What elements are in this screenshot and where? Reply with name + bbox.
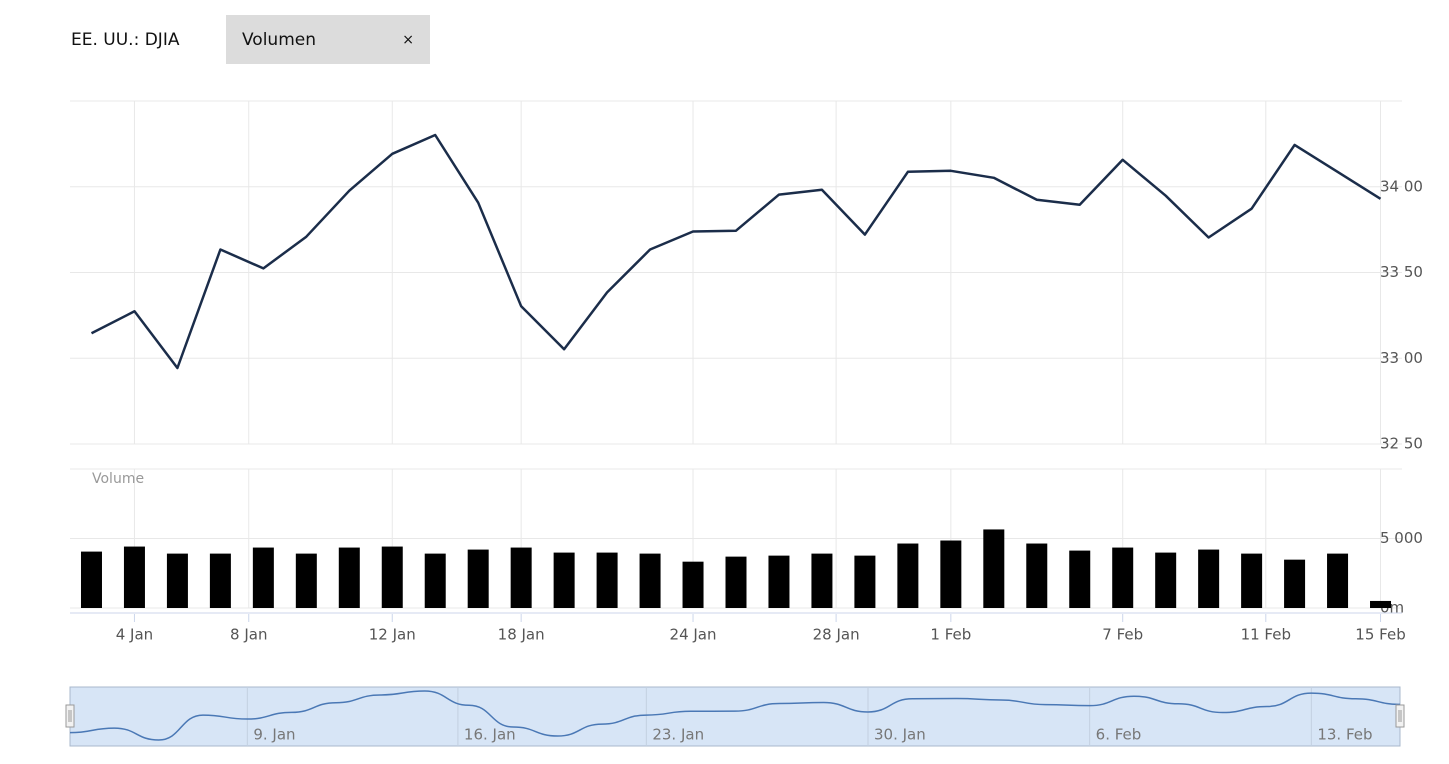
navigator-tick-label: 6. Feb bbox=[1096, 726, 1142, 744]
x-tick-label: 11 Feb bbox=[1241, 626, 1291, 644]
x-tick-label: 8 Jan bbox=[230, 626, 267, 644]
navigator-tick-label: 23. Jan bbox=[652, 726, 704, 744]
volume-bar bbox=[295, 553, 317, 608]
navigator-tick-label: 13. Feb bbox=[1317, 726, 1372, 744]
volume-bar bbox=[1155, 552, 1177, 608]
tag-close[interactable]: × bbox=[402, 31, 414, 48]
volume-bar bbox=[1069, 550, 1091, 608]
volume-bar bbox=[510, 547, 532, 608]
x-tick-label: 24 Jan bbox=[670, 626, 717, 644]
volume-bar bbox=[1241, 553, 1263, 608]
volume-bar bbox=[338, 547, 360, 608]
x-tick-label: 7 Feb bbox=[1102, 626, 1143, 644]
volume-bar bbox=[854, 555, 876, 608]
x-tick-label: 15 Feb bbox=[1355, 626, 1405, 644]
volume-bar bbox=[682, 561, 704, 608]
volume-bar bbox=[1112, 547, 1134, 608]
volume-bar bbox=[381, 546, 403, 608]
volume-bar bbox=[639, 553, 661, 608]
volume-bar bbox=[209, 553, 231, 608]
volume-bar bbox=[123, 546, 145, 608]
volume-bar bbox=[725, 556, 747, 608]
navigator-handle[interactable] bbox=[1395, 704, 1405, 728]
y-tick-label: 32 50 bbox=[1380, 435, 1423, 453]
volume-bar bbox=[983, 529, 1005, 608]
volume-bar bbox=[553, 552, 575, 608]
volume-label: Volume bbox=[92, 471, 144, 487]
volume-bar bbox=[768, 555, 790, 608]
volume-bar bbox=[252, 547, 274, 608]
volume-bar bbox=[897, 543, 919, 608]
volume-tag[interactable]: Volumen × bbox=[226, 15, 430, 64]
x-tick-label: 18 Jan bbox=[498, 626, 545, 644]
x-tick-label: 12 Jan bbox=[369, 626, 416, 644]
volume-bar bbox=[80, 551, 102, 608]
x-tick-label: 1 Feb bbox=[930, 626, 971, 644]
y-tick-label: 33 50 bbox=[1380, 263, 1423, 281]
volume-bar bbox=[940, 540, 962, 608]
y-tick-label: 33 00 bbox=[1380, 349, 1423, 367]
y-tick-label: 5 000 bbox=[1380, 529, 1423, 547]
volume-bar bbox=[596, 552, 618, 608]
navigator-tick-label: 16. Jan bbox=[464, 726, 516, 744]
volume-bar bbox=[1026, 543, 1048, 608]
navigator-tick-label: 30. Jan bbox=[874, 726, 926, 744]
x-tick-label: 4 Jan bbox=[116, 626, 153, 644]
symbol-title: EE. UU.: DJIA bbox=[71, 29, 180, 50]
volume-bar bbox=[166, 553, 188, 608]
navigator-handle[interactable] bbox=[65, 704, 75, 728]
volume-bar bbox=[1370, 600, 1392, 608]
navigator-line bbox=[69, 690, 1401, 741]
volume-bar bbox=[1327, 553, 1349, 608]
tag-label: Volumen bbox=[242, 29, 317, 50]
volume-bar bbox=[1198, 549, 1220, 608]
navigator-tick-label: 9. Jan bbox=[253, 726, 295, 744]
x-tick-label: 28 Jan bbox=[813, 626, 860, 644]
volume-bar bbox=[811, 553, 833, 608]
price-line bbox=[90, 133, 1382, 370]
volume-bar bbox=[1284, 559, 1306, 608]
volume-bar bbox=[467, 549, 489, 608]
y-tick-label: 34 00 bbox=[1380, 177, 1423, 195]
volume-bar bbox=[424, 553, 446, 608]
